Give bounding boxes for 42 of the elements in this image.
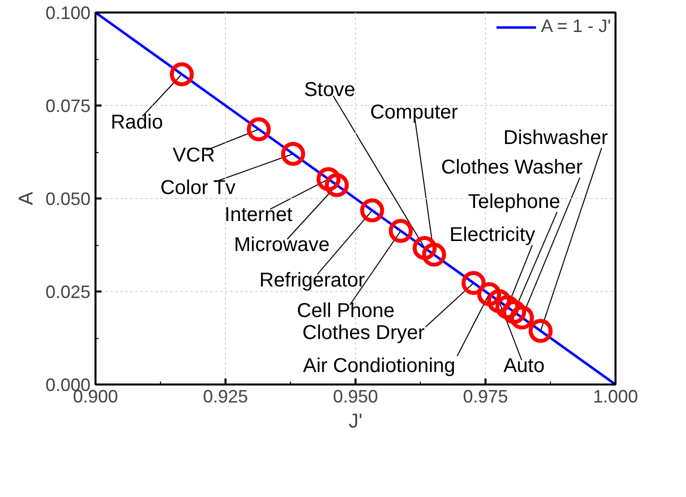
point: [324, 173, 349, 198]
x-tick-label: 1.000: [592, 386, 638, 406]
point: [502, 300, 526, 324]
point: [281, 142, 306, 166]
x-tick-label: 0.925: [202, 386, 248, 406]
y-axis-title: A: [15, 191, 38, 206]
x-tick-label: 0.950: [332, 386, 378, 406]
annotation: Auto: [503, 355, 545, 378]
point: [422, 242, 446, 267]
annotation: Radio: [110, 111, 163, 134]
annotation: Clothes Washer: [441, 156, 584, 179]
point: [316, 167, 340, 192]
annotation: Cell Phone: [296, 300, 395, 322]
legend-label: A = 1 - J': [541, 16, 611, 37]
annotation: Color Tv: [160, 176, 236, 199]
annotation: VCR: [172, 144, 215, 166]
y-tick-label: 0.075: [45, 96, 91, 116]
annotation: Clothes Dryer: [302, 322, 426, 344]
annotation: Refrigerator: [259, 269, 366, 292]
point: [388, 218, 413, 243]
point: [462, 270, 486, 295]
annotation: Computer: [370, 102, 458, 124]
x-axis-title: J': [348, 410, 362, 432]
point: [528, 318, 553, 343]
point: [477, 282, 502, 306]
x-tick-label: 0.975: [462, 386, 508, 406]
point: [412, 236, 437, 260]
y-tick-label: 0.050: [45, 189, 91, 209]
point: [510, 306, 534, 330]
annotation: Air Condiotioning: [302, 355, 456, 378]
annotation: Stove: [304, 78, 356, 101]
annotation: Electricity: [450, 224, 536, 246]
y-tick-label: 0.025: [45, 282, 91, 302]
point: [170, 62, 194, 86]
annotation: Telephone: [468, 190, 560, 213]
point: [487, 289, 512, 314]
annotation: Dishwasher: [503, 126, 608, 149]
annotation: Internet: [224, 204, 293, 226]
point: [246, 117, 271, 142]
point: [360, 198, 384, 222]
y-tick-label: 0.100: [45, 3, 91, 23]
annotation: Microwave: [234, 234, 330, 256]
